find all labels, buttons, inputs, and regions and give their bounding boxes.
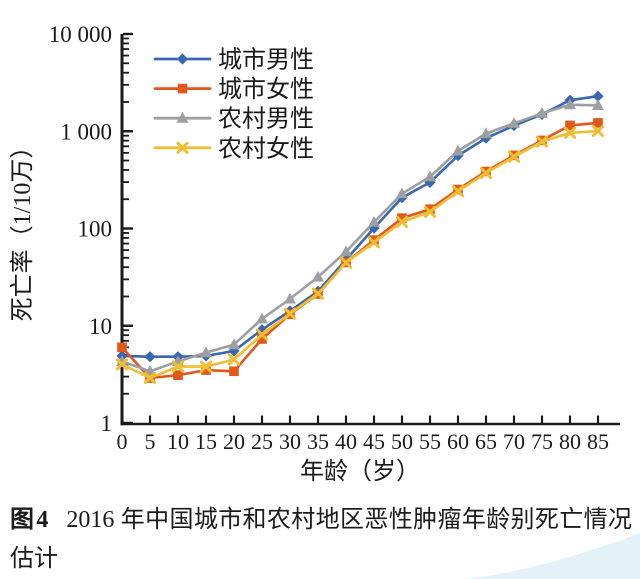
x-tick-label: 5 [145, 429, 156, 454]
legend-label: 农村女性 [218, 135, 314, 162]
legend-item-urban-male: 城市男性 [153, 47, 314, 74]
legend-label: 城市男性 [218, 47, 314, 74]
y-tick-label: 1 000 [60, 119, 112, 144]
triangle-marker [284, 292, 296, 304]
x-marker [423, 205, 437, 218]
x-marker [451, 185, 465, 198]
triangle-marker [176, 112, 189, 123]
x-tick-label: 15 [195, 429, 217, 454]
y-axis-title: 死亡率（1/10万） [9, 135, 36, 322]
x-tick-label: 85 [587, 429, 609, 454]
x-marker [115, 358, 129, 371]
square-marker [565, 120, 575, 131]
x-tick-label: 50 [391, 429, 413, 454]
diamond-marker [592, 90, 604, 102]
x-marker [507, 150, 521, 163]
y-tick-label: 1 [101, 411, 113, 436]
triangle-marker [312, 270, 324, 282]
x-tick-label: 65 [475, 429, 497, 454]
x-marker [563, 126, 577, 139]
x-tick-label: 40 [335, 429, 357, 454]
triangle-marker [340, 245, 352, 257]
legend-label: 城市女性 [218, 76, 314, 103]
x-marker [367, 236, 381, 249]
x-marker [171, 360, 185, 373]
x-axis-title: 年龄（岁） [300, 458, 420, 485]
square-marker [229, 366, 239, 377]
series-line [120, 129, 600, 380]
series-urban-male [116, 90, 604, 363]
legend-item-rural-male: 农村男性 [153, 106, 314, 133]
square-marker [177, 83, 188, 94]
series-rural-female [115, 124, 605, 385]
x-tick-label: 30 [279, 429, 301, 454]
x-marker [199, 360, 213, 373]
x-marker [143, 371, 157, 385]
triangle-marker [424, 170, 436, 182]
x-marker [395, 215, 409, 228]
legend-item-rural-female: 农村女性 [153, 135, 314, 162]
diamond-marker [176, 53, 189, 65]
triangle-marker [200, 346, 212, 358]
x-tick-label: 0 [117, 429, 128, 454]
series-urban-female [117, 118, 603, 383]
triangle-marker [508, 117, 520, 128]
x-tick-label: 10 [167, 429, 189, 454]
x-tick-label: 80 [559, 429, 581, 454]
triangle-marker [564, 98, 576, 110]
x-marker [339, 256, 353, 269]
series-rural-male [116, 98, 604, 376]
square-marker [117, 342, 127, 353]
triangle-marker [368, 216, 380, 227]
x-marker [176, 141, 189, 154]
x-tick-label: 45 [363, 429, 385, 454]
x-marker [283, 307, 297, 320]
legend-label: 农村男性 [218, 106, 314, 133]
triangle-marker [452, 144, 464, 156]
triangle-marker [228, 338, 240, 350]
figure-caption: 图4 2016 年中国城市和农村地区恶性肿瘤年龄别死亡情况估计 [10, 501, 632, 579]
x-marker [591, 124, 605, 138]
square-marker [201, 365, 211, 375]
series-line [120, 121, 600, 380]
triangle-marker [592, 99, 604, 110]
series-line [120, 103, 600, 373]
x-marker [255, 328, 269, 341]
x-tick-label: 35 [307, 429, 329, 454]
x-marker [535, 135, 549, 148]
x-tick-label: 20 [223, 429, 245, 454]
x-tick-label: 60 [447, 429, 469, 454]
x-tick-label: 70 [503, 429, 525, 454]
x-marker [479, 166, 493, 180]
triangle-marker [396, 187, 408, 199]
square-marker [593, 118, 603, 128]
legend-item-urban-female: 城市女性 [153, 76, 314, 103]
y-tick-label: 10 000 [49, 22, 112, 47]
corner-wave-decoration [465, 533, 640, 579]
square-marker [369, 235, 379, 245]
x-marker [311, 287, 325, 300]
figure-caption-text: 2016 年中国城市和农村地区恶性肿瘤年龄别死亡情况估计 [10, 507, 633, 572]
y-tick-label: 10 [89, 314, 112, 339]
diamond-marker [144, 351, 156, 363]
x-tick-label: 55 [419, 429, 441, 454]
triangle-marker [480, 127, 492, 139]
square-marker [397, 213, 407, 223]
square-marker [173, 370, 183, 380]
y-tick-label: 100 [78, 217, 113, 242]
triangle-marker [256, 312, 268, 324]
triangle-marker [536, 107, 548, 118]
square-marker [425, 204, 435, 214]
x-marker [227, 353, 241, 366]
series-line [120, 94, 600, 359]
x-tick-label: 75 [531, 429, 553, 454]
x-tick-label: 25 [251, 429, 273, 454]
corner-wave-shape [465, 533, 640, 579]
figure-caption-label: 图4 [10, 507, 51, 533]
square-marker [257, 334, 267, 344]
